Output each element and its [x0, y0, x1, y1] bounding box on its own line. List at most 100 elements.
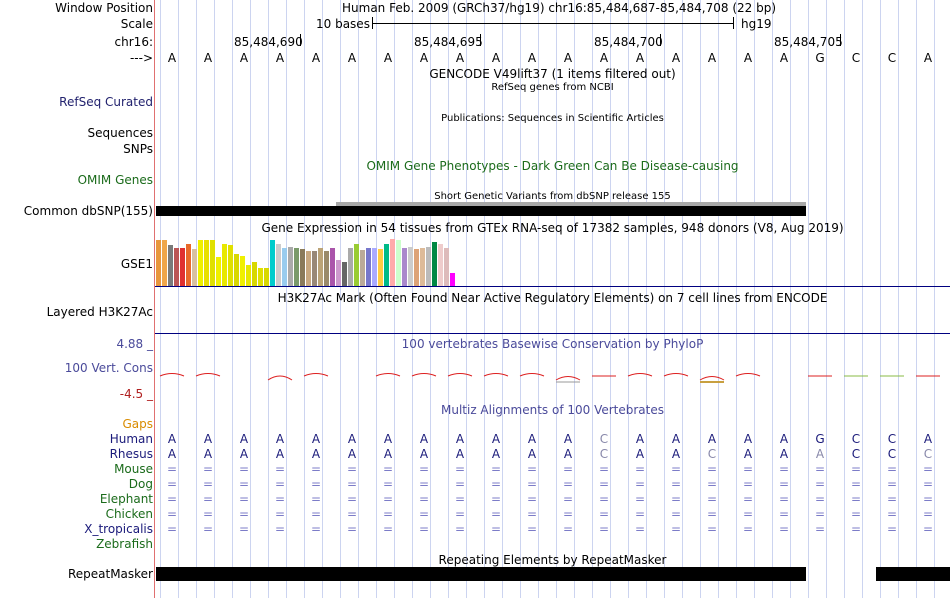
gtex-bar[interactable] [450, 273, 455, 286]
gtex-bar[interactable] [414, 249, 419, 286]
multiz-title[interactable]: Multiz Alignments of 100 Vertebrates [440, 403, 665, 417]
label-snps[interactable]: SNPs [123, 142, 153, 156]
multiz-species-label[interactable]: Rhesus [109, 447, 153, 461]
gtex-bar[interactable] [186, 244, 191, 286]
label-repeatmasker[interactable]: RepeatMasker [67, 567, 153, 581]
repeatmasker-bar[interactable] [156, 567, 806, 581]
gtex-bar[interactable] [438, 244, 443, 286]
gtex-bar[interactable] [444, 248, 449, 286]
gtex-bar[interactable] [342, 262, 347, 286]
gtex-bar[interactable] [306, 251, 311, 286]
gtex-bar[interactable] [252, 262, 257, 286]
gtex-bar[interactable] [180, 248, 185, 286]
multiz-species-label[interactable]: Elephant [99, 492, 153, 506]
alignment-base: A [563, 447, 573, 461]
phylop-title[interactable]: 100 vertebrates Basewise Conservation by… [401, 337, 704, 351]
gtex-bar[interactable] [174, 248, 179, 286]
alignment-base: = [346, 522, 358, 536]
refseq-title[interactable]: RefSeq genes from NCBI [491, 82, 614, 93]
gtex-bar[interactable] [162, 240, 167, 286]
multiz-species-label[interactable]: Human [109, 432, 153, 446]
repeat-title[interactable]: Repeating Elements by RepeatMasker [438, 553, 667, 567]
gtex-bar[interactable] [408, 247, 413, 286]
alignment-base: A [563, 432, 573, 446]
gtex-bar[interactable] [228, 245, 233, 286]
alignment-base: = [382, 492, 394, 506]
multiz-species-label[interactable]: Dog [128, 477, 153, 491]
gtex-bar[interactable] [258, 268, 263, 286]
grid-line [574, 0, 575, 598]
alignment-base: = [418, 492, 430, 506]
label-gaps[interactable]: Gaps [122, 417, 153, 431]
h3k27ac-title[interactable]: H3K27Ac Mark (Often Found Near Active Re… [277, 291, 828, 305]
gtex-bar[interactable] [390, 239, 395, 286]
grid-line [916, 0, 917, 598]
alignment-base: = [598, 492, 610, 506]
dbsnp-bar[interactable] [156, 206, 806, 216]
gtex-bar[interactable] [426, 247, 431, 286]
base-letter: A [203, 51, 213, 65]
gtex-bar[interactable] [354, 244, 359, 286]
gtex-bar[interactable] [372, 248, 377, 286]
publications-title[interactable]: Publications: Sequences in Scientific Ar… [441, 113, 664, 124]
label-gse1[interactable]: GSE1 [120, 257, 153, 271]
multiz-species-label[interactable]: X_tropicalis [84, 522, 153, 536]
gtex-bar[interactable] [204, 240, 209, 286]
gtex-bar[interactable] [282, 248, 287, 286]
gtex-bar[interactable] [294, 248, 299, 286]
gtex-bar[interactable] [192, 249, 197, 286]
base-letter: A [635, 51, 645, 65]
alignment-base: = [634, 462, 646, 476]
gtex-bar[interactable] [156, 240, 161, 286]
gtex-bar[interactable] [222, 244, 227, 286]
gtex-bar[interactable] [264, 268, 269, 286]
alignment-base: = [886, 507, 898, 521]
gtex-bar[interactable] [246, 265, 251, 286]
label-cons[interactable]: 100 Vert. Cons [64, 361, 153, 375]
scale-bar [372, 23, 733, 24]
gtex-bar[interactable] [402, 248, 407, 286]
base-letter: C [851, 51, 861, 65]
gtex-bar[interactable] [420, 248, 425, 286]
label-cons-max: 4.88 _ [116, 337, 153, 351]
gtex-bar[interactable] [198, 240, 203, 286]
gtex-bar[interactable] [288, 247, 293, 286]
gtex-bar[interactable] [360, 250, 365, 286]
label-dbsnp[interactable]: Common dbSNP(155) [23, 204, 153, 218]
base-letter: A [707, 51, 717, 65]
gtex-bar[interactable] [240, 256, 245, 286]
multiz-species-label[interactable]: Zebrafish [96, 537, 153, 551]
alignment-base: = [670, 507, 682, 521]
label-refseq[interactable]: RefSeq Curated [59, 95, 153, 109]
label-h3k27ac[interactable]: Layered H3K27Ac [46, 305, 153, 319]
label-omim[interactable]: OMIM Genes [77, 173, 153, 187]
gtex-title[interactable]: Gene Expression in 54 tissues from GTEx … [261, 221, 844, 235]
alignment-base: = [382, 522, 394, 536]
gtex-bar[interactable] [210, 240, 215, 286]
gtex-bar[interactable] [168, 245, 173, 286]
gtex-bar[interactable] [276, 244, 281, 286]
gtex-bar[interactable] [336, 260, 341, 286]
omim-title[interactable]: OMIM Gene Phenotypes - Dark Green Can Be… [366, 159, 739, 173]
alignment-base: = [850, 522, 862, 536]
gtex-bar[interactable] [330, 248, 335, 286]
gtex-bar[interactable] [270, 240, 275, 286]
gtex-bar[interactable] [348, 248, 353, 286]
gtex-bar[interactable] [324, 251, 329, 286]
gtex-bar[interactable] [378, 249, 383, 286]
gtex-bar[interactable] [318, 248, 323, 286]
repeatmasker-bar[interactable] [876, 567, 950, 581]
gtex-bar[interactable] [312, 251, 317, 286]
gtex-bar[interactable] [234, 254, 239, 286]
gtex-bar[interactable] [216, 257, 221, 286]
gencode-title[interactable]: GENCODE V49lift37 (1 items filtered out) [429, 67, 676, 81]
gtex-bar[interactable] [300, 249, 305, 286]
gtex-bar[interactable] [384, 244, 389, 286]
gtex-bar[interactable] [396, 240, 401, 286]
gtex-bar[interactable] [366, 248, 371, 286]
dbsnp-title[interactable]: Short Genetic Variants from dbSNP releas… [434, 191, 671, 202]
multiz-species-label[interactable]: Mouse [114, 462, 153, 476]
label-sequences[interactable]: Sequences [87, 126, 153, 140]
multiz-species-label[interactable]: Chicken [105, 507, 153, 521]
gtex-bar[interactable] [432, 242, 437, 286]
